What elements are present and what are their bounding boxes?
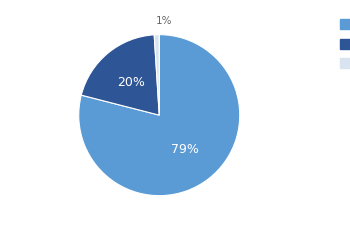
Legend: Nitrogen, Oxygen, Other gases: Nitrogen, Oxygen, Other gases	[340, 19, 350, 71]
Wedge shape	[81, 36, 159, 116]
Wedge shape	[154, 35, 159, 116]
Text: 20%: 20%	[117, 75, 145, 88]
Text: 1%: 1%	[156, 16, 173, 26]
Text: 79%: 79%	[171, 142, 199, 155]
Wedge shape	[79, 35, 240, 196]
